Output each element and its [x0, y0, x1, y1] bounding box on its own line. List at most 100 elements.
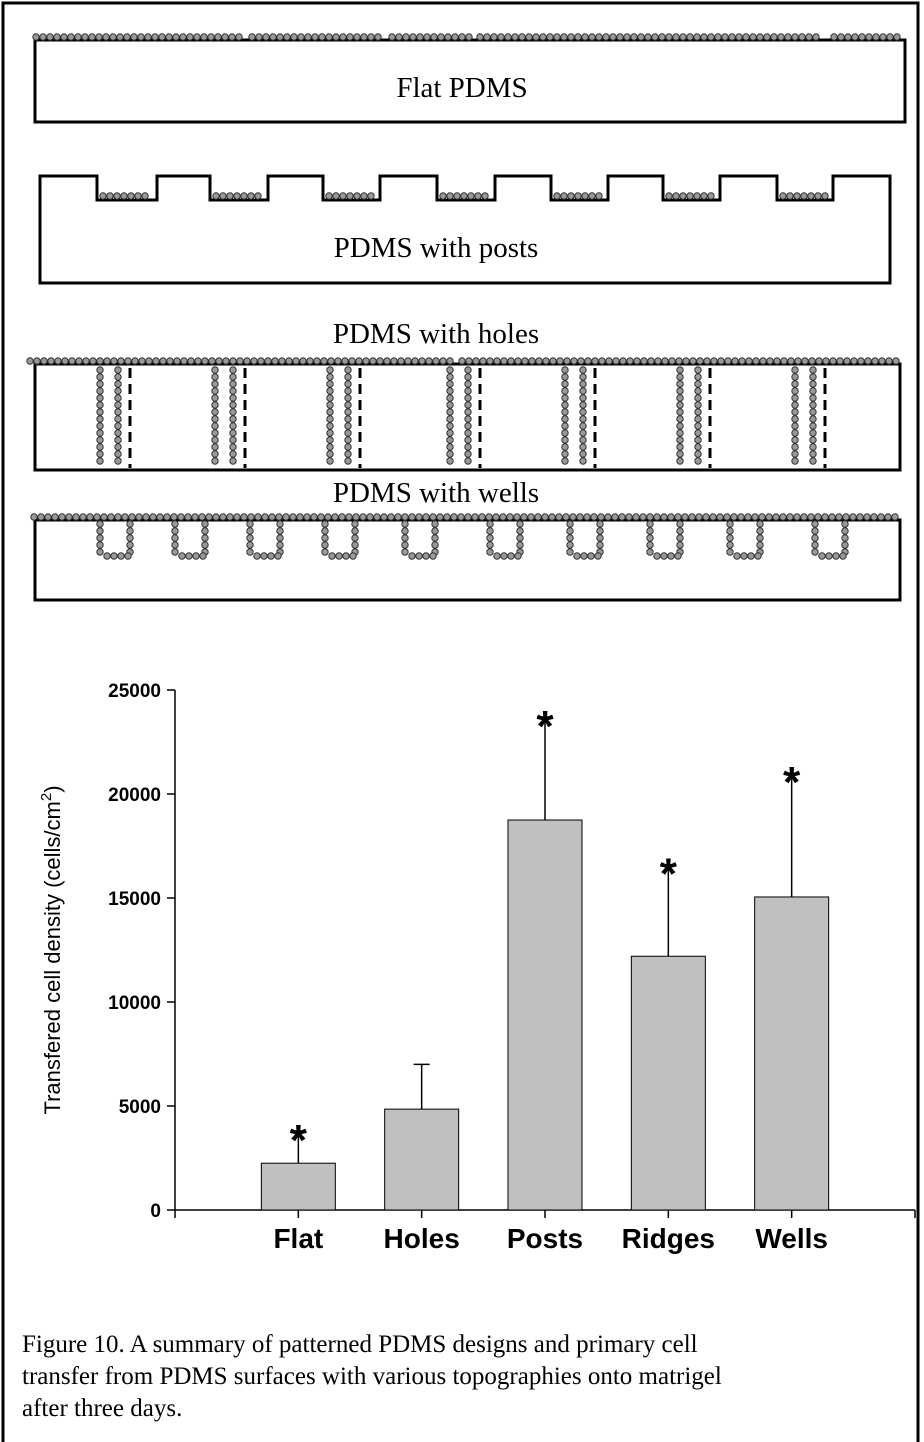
cell [344, 408, 352, 416]
cell [841, 520, 849, 528]
cell [96, 443, 104, 451]
cell [618, 513, 626, 521]
cell [289, 513, 297, 521]
cell [676, 443, 684, 451]
cell [292, 357, 300, 365]
cell [211, 373, 219, 381]
cell [801, 357, 809, 365]
cell [660, 552, 668, 560]
cell [658, 33, 666, 41]
cell [184, 513, 192, 521]
cell [688, 513, 696, 521]
cell [250, 357, 258, 365]
cell [246, 548, 254, 556]
cell [566, 527, 574, 535]
cell [100, 513, 108, 521]
cell [472, 357, 480, 365]
cell [486, 520, 494, 528]
cell [694, 422, 702, 430]
cell [211, 422, 219, 430]
cell [707, 33, 715, 41]
cell [479, 357, 487, 365]
cell [809, 366, 817, 374]
significance-marker: * [290, 1116, 308, 1165]
cell [353, 192, 361, 200]
diagrams [26, 33, 907, 602]
cell [423, 33, 431, 41]
cell [96, 429, 104, 437]
cell [561, 429, 569, 437]
cell [626, 357, 634, 365]
cell [110, 357, 118, 365]
cell [229, 366, 237, 374]
cell [222, 357, 230, 365]
cell [450, 513, 458, 521]
cell [595, 33, 603, 41]
cell [366, 513, 374, 521]
cell [201, 541, 209, 549]
y-axis-label-text: Transfered cell density (cells/cm [40, 801, 65, 1114]
cell [229, 373, 237, 381]
cell [96, 366, 104, 374]
cell [303, 513, 311, 521]
cell [321, 534, 329, 542]
cell [693, 33, 701, 41]
cell [311, 33, 319, 41]
cell [499, 513, 507, 521]
cell [830, 33, 838, 41]
cell [553, 192, 561, 200]
cell [800, 513, 808, 521]
cell [791, 366, 799, 374]
cell [226, 192, 234, 200]
cell [127, 192, 135, 200]
cell [138, 357, 146, 365]
cell [344, 373, 352, 381]
caption-line: transfer from PDMS surfaces with various… [22, 1363, 722, 1390]
cell [516, 520, 524, 528]
cell [401, 513, 409, 521]
cell [486, 357, 494, 365]
cell [464, 373, 472, 381]
cell [726, 527, 734, 535]
cell [211, 380, 219, 388]
cell [561, 415, 569, 423]
cell [742, 33, 750, 41]
cell [96, 408, 104, 416]
cell [369, 357, 377, 365]
cell [96, 541, 104, 549]
cell [561, 450, 569, 458]
cell [326, 373, 334, 381]
cell [344, 457, 352, 465]
cell [351, 534, 359, 542]
cell [676, 394, 684, 402]
cell [460, 192, 468, 200]
cell [264, 357, 272, 365]
cell [485, 513, 493, 521]
cell [630, 33, 638, 41]
cell [326, 429, 334, 437]
cell [561, 401, 569, 409]
cell [229, 429, 237, 437]
cell [229, 401, 237, 409]
cell [694, 401, 702, 409]
cell [226, 513, 234, 521]
cell [514, 552, 522, 560]
cell [561, 457, 569, 465]
cell [591, 357, 599, 365]
cell [829, 357, 837, 365]
cell [327, 357, 335, 365]
cell [667, 513, 675, 521]
cell [811, 527, 819, 535]
cell [235, 33, 243, 41]
cell [837, 33, 845, 41]
cell [96, 520, 104, 528]
cell [579, 401, 587, 409]
cell [437, 33, 445, 41]
cell [130, 33, 138, 41]
cell [144, 33, 152, 41]
cell [791, 450, 799, 458]
cell [446, 380, 454, 388]
cell [574, 33, 582, 41]
cell [124, 357, 132, 365]
